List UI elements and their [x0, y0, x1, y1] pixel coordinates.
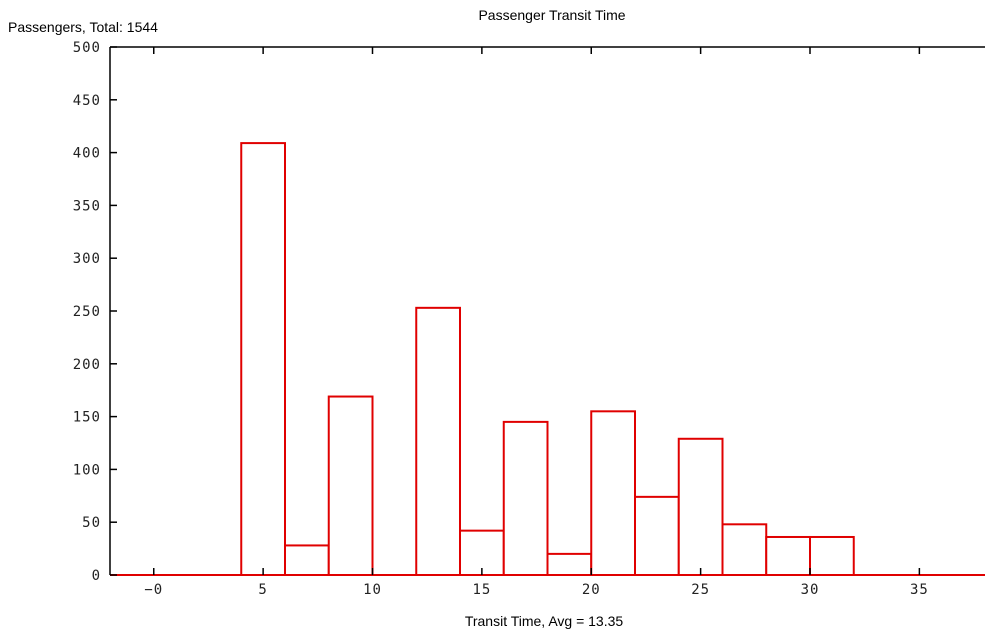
histogram-bar — [721, 523, 768, 577]
x-tick-label: −0 — [144, 582, 163, 598]
histogram-bar — [415, 306, 461, 576]
histogram-bar — [284, 544, 330, 577]
histogram-bar — [546, 552, 593, 577]
y-tick-label: 100 — [73, 462, 101, 478]
x-tick-label: 35 — [910, 582, 929, 598]
histogram-bar — [327, 395, 374, 577]
plot-area: 0 50 100 150 200 250 300 350 400 450 500 −0 5 10 15 20 2… — [73, 40, 985, 598]
histogram-bar — [765, 535, 811, 577]
y-axis-label: Passengers, Total: 1544 — [8, 19, 158, 35]
y-tick-label: 350 — [73, 198, 101, 214]
y-tick-label: 500 — [73, 40, 101, 56]
y-tick-label: 400 — [73, 146, 101, 162]
histogram-bar — [809, 535, 855, 577]
x-tick-label: 30 — [801, 582, 820, 598]
histogram-bar — [240, 142, 286, 576]
y-tick-label: 50 — [82, 515, 101, 531]
chart-title: Passenger Transit Time — [478, 7, 625, 23]
y-tick-label: 300 — [73, 251, 101, 267]
y-tick-label: 450 — [73, 93, 101, 109]
histogram-bar — [590, 410, 636, 576]
histogram-bar — [502, 420, 549, 576]
x-axis-label: Transit Time, Avg = 13.35 — [465, 613, 624, 629]
histogram-bar — [459, 529, 505, 577]
histogram-bar — [634, 495, 680, 576]
x-tick-label: 25 — [691, 582, 710, 598]
x-tick-label: 10 — [363, 582, 382, 598]
histogram-bar — [677, 437, 724, 576]
y-tick-label: 0 — [92, 568, 101, 584]
y-tick-label: 200 — [73, 357, 101, 373]
x-tick-label: 15 — [472, 582, 491, 598]
y-tick-label: 250 — [73, 304, 101, 320]
x-tick-label: 20 — [582, 582, 601, 598]
y-tick-label: 150 — [73, 410, 101, 426]
x-tick-label: 5 — [258, 582, 267, 598]
